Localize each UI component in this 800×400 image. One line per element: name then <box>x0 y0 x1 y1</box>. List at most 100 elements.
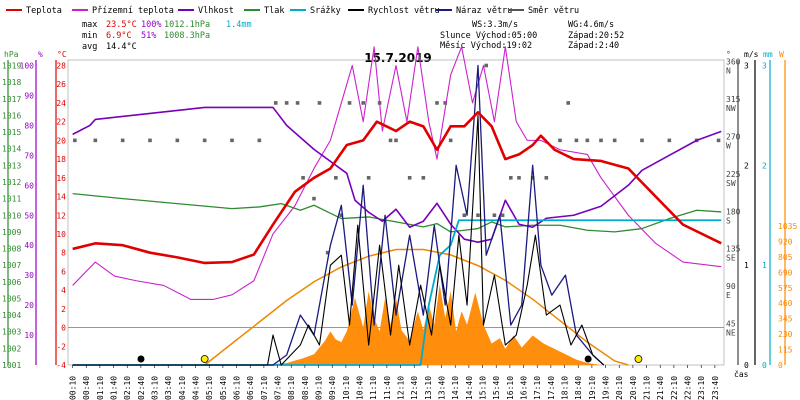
stat-max-press: 1012.1hPa <box>164 20 210 30</box>
solar-tick: 690 <box>778 268 793 277</box>
wind-direction-dot <box>492 213 497 218</box>
wind-direction-dot <box>407 176 412 180</box>
x-tick-label: 06:40 <box>246 376 255 400</box>
x-tick-label: 19:40 <box>602 376 611 400</box>
wind-direction-dot <box>716 138 721 143</box>
wind-direction-dot <box>509 176 513 180</box>
direction-tick: 225 <box>726 170 741 179</box>
direction-tick-label: SE <box>726 254 736 263</box>
x-tick-label: 20:10 <box>615 376 624 400</box>
solar-tick: 460 <box>778 299 793 308</box>
wind-direction-dot <box>462 213 467 218</box>
x-tick-label: 07:40 <box>274 376 283 400</box>
stats-block: max 23.5°C 100% 1012.1hPa 1.4mm min 6.9°… <box>82 20 252 52</box>
x-tick-label: 04:10 <box>178 376 187 400</box>
humidity-tick: 80 <box>24 121 34 130</box>
pressure-tick: 1010 <box>2 211 21 220</box>
ground-temperature-line <box>72 46 722 301</box>
wind-direction-dot <box>574 138 579 143</box>
legend-tlak: Tlak <box>264 6 284 16</box>
legend-teplota: Teplota <box>26 6 62 16</box>
stat-max-rain: 1.4mm <box>226 20 252 30</box>
solar-tick: 805 <box>778 253 793 262</box>
solar-theoretical-curve <box>204 248 629 366</box>
direction-tick-label: W <box>726 141 731 150</box>
pressure-tick: 1008 <box>2 245 21 254</box>
solar-tick: 1035 <box>778 222 797 231</box>
temperature-tick: 10 <box>56 230 66 239</box>
pressure-tick: 1004 <box>2 311 21 320</box>
humidity-tick: 30 <box>24 271 34 280</box>
wind-direction-dot <box>443 101 447 105</box>
stat-min-temp: 6.9°C <box>106 31 132 41</box>
rain-line <box>72 219 722 366</box>
axis-unit-rain: mm <box>763 50 773 59</box>
x-tick-label: 11:40 <box>383 376 392 400</box>
x-tick-label: 11:10 <box>369 376 378 400</box>
x-tick-label: 09:40 <box>328 376 337 400</box>
wind-direction-dot <box>202 138 207 143</box>
wind-direction-dot <box>230 138 234 143</box>
humidity-tick: 40 <box>24 241 34 250</box>
pressure-tick: 1003 <box>2 328 21 337</box>
humidity-tick: 70 <box>24 151 34 160</box>
wind-direction-dot <box>120 138 125 143</box>
wind-direction-dot <box>484 63 488 68</box>
wind-tick: 0 <box>744 361 749 370</box>
temperature-tick: 8 <box>61 249 66 258</box>
temperature-tick: 28 <box>56 62 66 71</box>
info-ws: WS:3.3m/s <box>472 20 518 30</box>
temperature-line <box>72 110 722 265</box>
temperature-tick: 2 <box>61 305 66 314</box>
x-tick-label: 17:10 <box>533 376 542 400</box>
info-wg: WG:4.6m/s <box>568 20 614 30</box>
solar-tick: 575 <box>778 284 793 293</box>
x-tick-label: 05:40 <box>219 376 228 400</box>
direction-tick: 90 <box>726 282 736 291</box>
legend-srazky: Srážky <box>310 6 341 16</box>
pressure-tick: 1013 <box>2 161 21 170</box>
pressure-tick: 1001 <box>2 361 21 370</box>
solar-radiation-area <box>259 284 601 365</box>
direction-tick-label: S <box>726 216 731 225</box>
wind-direction-dot <box>366 176 371 180</box>
solar-tick: 230 <box>778 330 793 339</box>
wind-direction-dot <box>530 176 535 180</box>
wind-direction-dot <box>361 101 365 105</box>
temperature-tick: 16 <box>56 174 66 183</box>
wind-tick: 3 <box>744 62 749 71</box>
wind-gust-line <box>72 64 605 366</box>
wind-direction-dot <box>273 101 278 105</box>
rain-tick: 0 <box>762 361 767 370</box>
humidity-tick: 10 <box>24 331 34 340</box>
wind-direction-dot <box>558 138 562 143</box>
direction-tick: 135 <box>726 245 741 254</box>
temperature-tick: -4 <box>56 361 66 370</box>
stat-max-hum: 100% <box>141 20 161 30</box>
x-tick-label: 18:10 <box>561 376 570 400</box>
direction-tick: 315 <box>726 95 741 104</box>
wind-direction-dot <box>599 138 603 143</box>
sunset-marker <box>634 355 643 363</box>
stat-max-label: max <box>82 20 97 30</box>
wind-speed-line <box>72 114 605 366</box>
wind-direction-dot <box>93 138 98 143</box>
x-tick-label: 03:40 <box>164 376 173 400</box>
legend: Teplota Přízemní teplota Vlhkost Tlak Sr… <box>6 6 579 16</box>
x-tick-label: 15:10 <box>479 376 488 400</box>
wind-direction-dot <box>325 250 330 255</box>
x-tick-label: 03:10 <box>151 376 160 400</box>
legend-rychlost-vetru: Rychlost větru <box>368 6 440 16</box>
x-tick-label: 09:10 <box>315 376 324 400</box>
wind-direction-dot <box>257 138 262 143</box>
chart-title: 15.7.2019 <box>364 51 432 65</box>
legend-prizemni-teplota: Přízemní teplota <box>92 6 174 16</box>
solar-layer <box>204 248 629 366</box>
temperature-tick: 18 <box>56 155 66 164</box>
temperature-tick: 26 <box>56 80 66 89</box>
pressure-tick: 1002 <box>2 344 21 353</box>
pressure-line <box>72 192 722 233</box>
wind-direction-dot <box>421 176 426 180</box>
solar-tick: 0 <box>778 361 783 370</box>
